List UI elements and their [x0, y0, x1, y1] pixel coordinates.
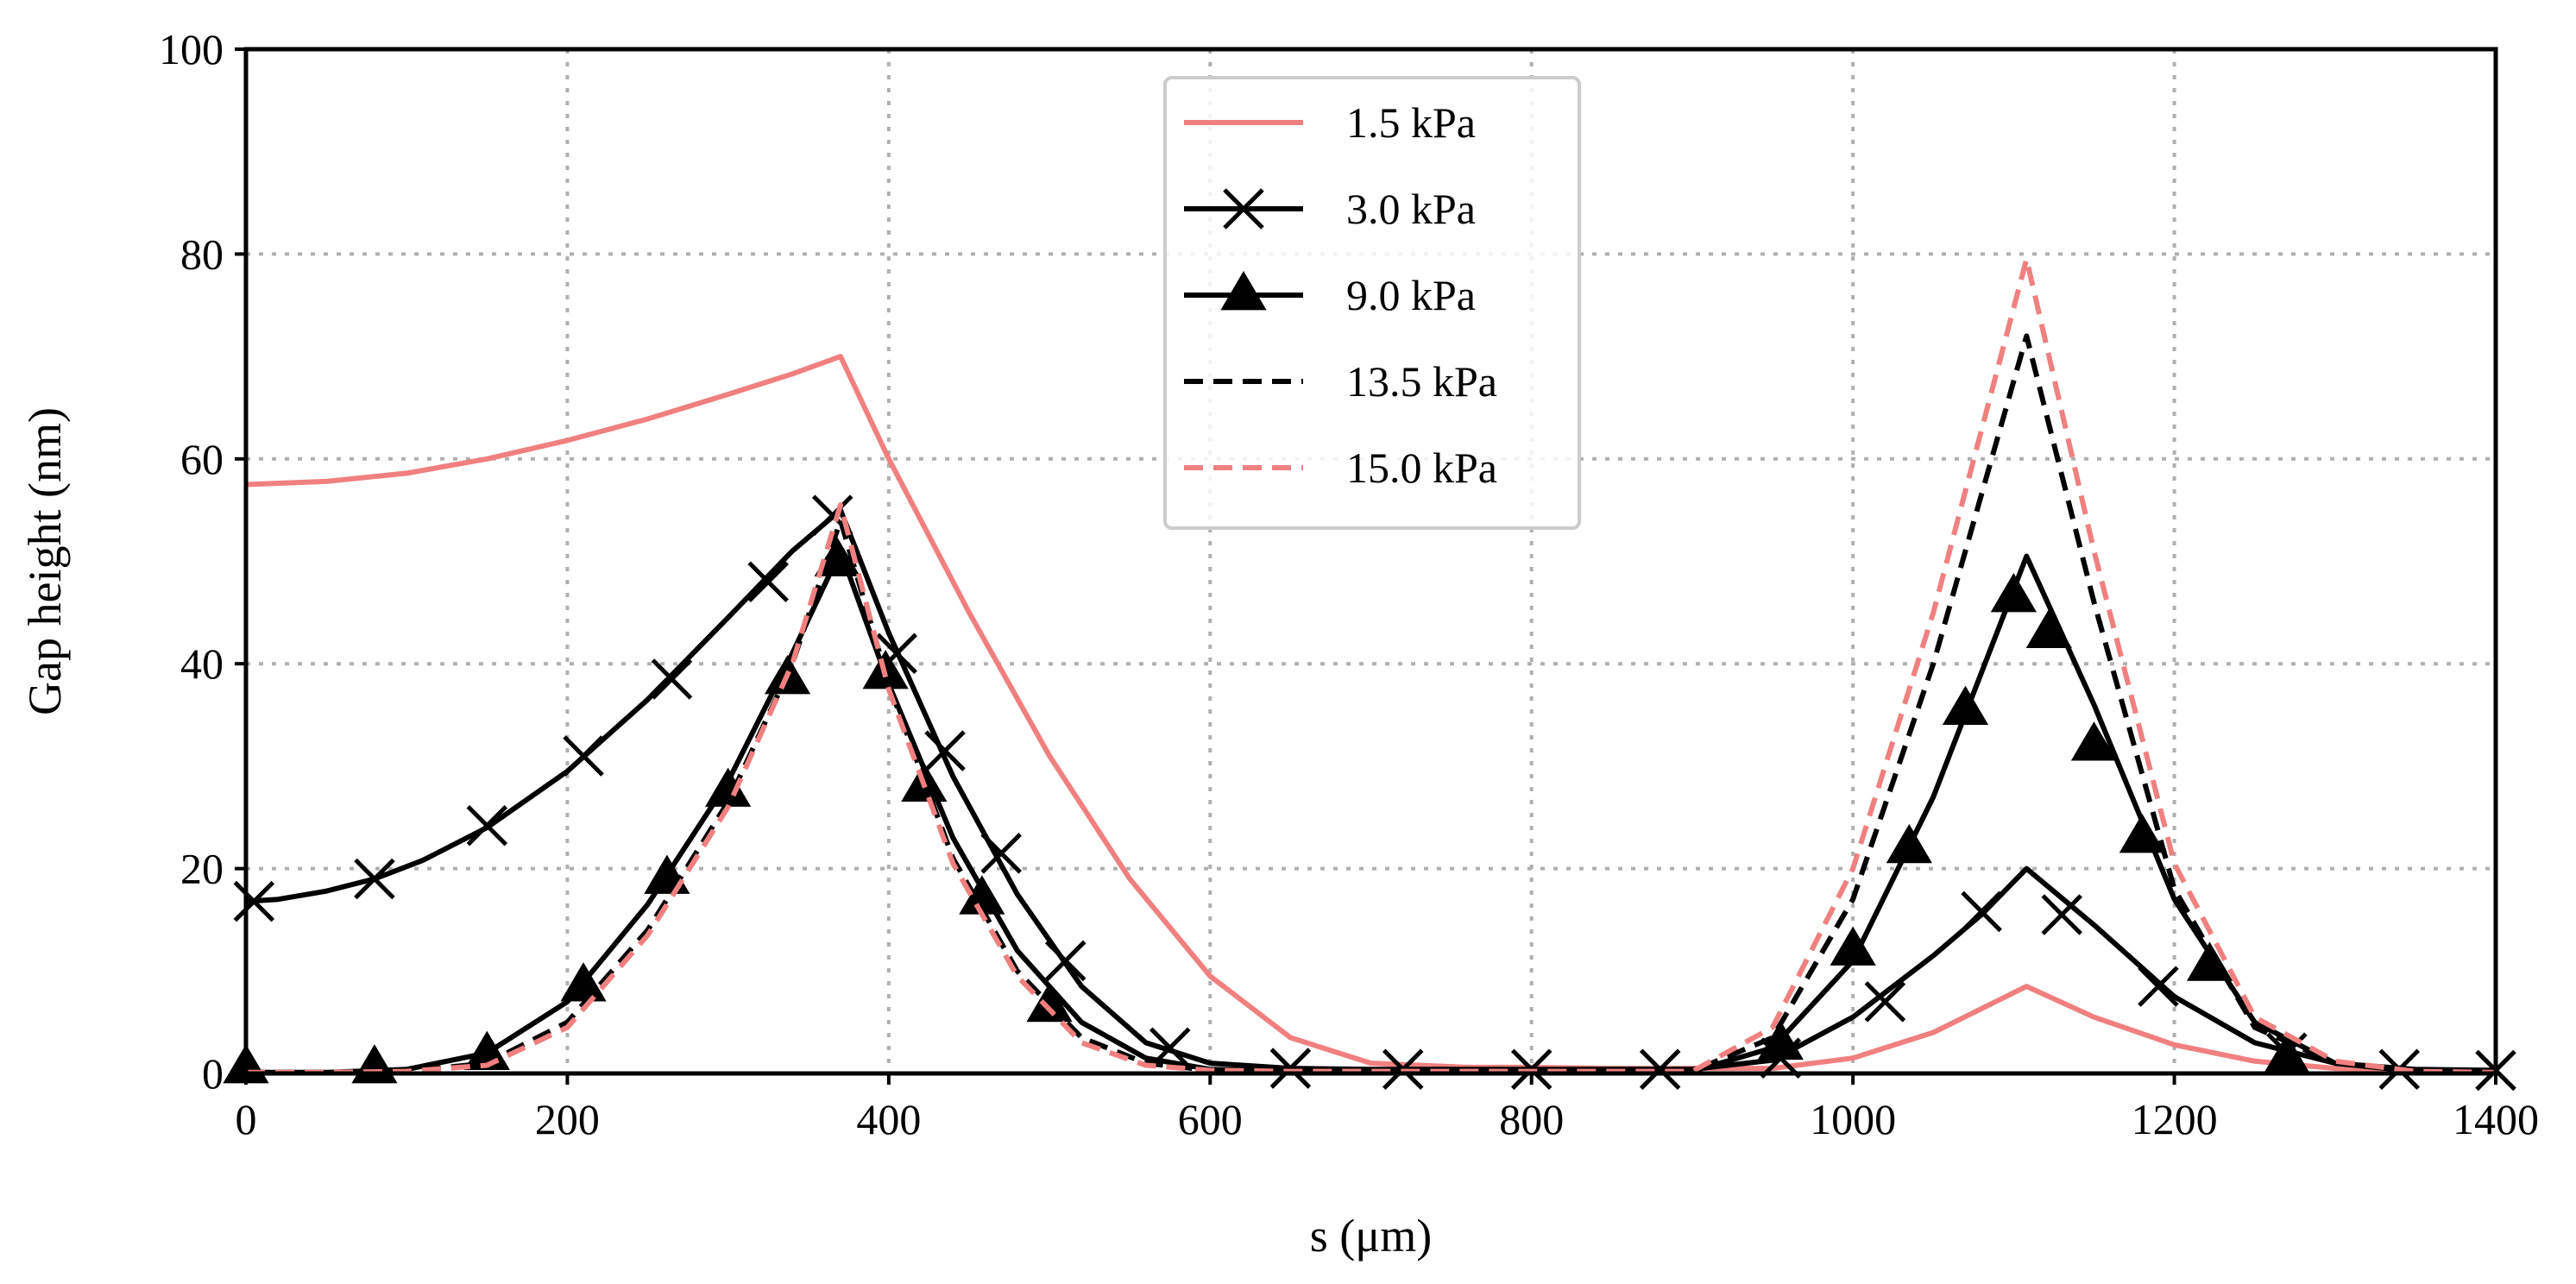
- y-axis-label: Gap height (nm): [19, 407, 71, 715]
- x-marker-stroke: [2138, 966, 2179, 1007]
- legend-box: [1163, 76, 1581, 530]
- x-marker: [651, 658, 693, 700]
- legend-marker: [1220, 271, 1267, 311]
- legend-entry: 9.0 kPa: [1184, 271, 1476, 319]
- x-marker: [563, 735, 604, 777]
- triangle-marker: [2025, 608, 2072, 648]
- triangle-marker: [705, 767, 752, 807]
- x-marker-stroke: [924, 730, 966, 771]
- x-marker-stroke: [811, 494, 853, 536]
- axis-labels: s (μm) Gap height (nm): [19, 407, 1432, 1262]
- legend-entry: 3.0 kPa: [1184, 185, 1476, 233]
- y-tick-label: 60: [180, 435, 224, 483]
- series-layer: [223, 256, 2516, 1092]
- x-marker-stroke: [1269, 1048, 1312, 1089]
- x-marker-stroke: [747, 561, 789, 603]
- x-marker-stroke: [563, 735, 604, 777]
- triangle-marker: [560, 962, 607, 1002]
- triangle-marker: [2264, 1034, 2310, 1073]
- x-marker: [354, 858, 395, 900]
- triangle-marker: [2186, 941, 2233, 981]
- series-line: [246, 256, 2497, 1075]
- triangle-marker: [959, 875, 1005, 915]
- y-tick-label: 80: [180, 230, 224, 278]
- series-line: [245, 354, 2496, 1073]
- ticks: 0 200 400 600 800 1000 1200 1400 0 20 40 60 80 100: [159, 25, 2539, 1143]
- y-tick-label: 20: [180, 845, 224, 893]
- x-marker: [1044, 940, 1086, 982]
- x-marker-stroke: [1223, 188, 1264, 230]
- series-1-5-kpa: [245, 354, 2496, 1073]
- x-marker-stroke: [233, 880, 275, 922]
- x-marker-stroke: [651, 658, 693, 700]
- x-tick-label: 800: [1499, 1095, 1564, 1143]
- x-marker: [2138, 966, 2179, 1007]
- triangle-marker: [1990, 573, 2037, 613]
- x-marker-stroke: [466, 804, 508, 847]
- x-marker-stroke: [980, 833, 1022, 874]
- legend-marker: [1223, 188, 1264, 230]
- triangle-marker: [2119, 813, 2165, 853]
- y-tick-label: 100: [159, 25, 224, 73]
- legend-label: 13.5 kPa: [1346, 357, 1497, 406]
- legend-entry: 13.5 kPa: [1184, 357, 1497, 406]
- x-marker-stroke: [1961, 891, 2002, 933]
- plot-frame: [243, 47, 2498, 1076]
- x-marker: [233, 880, 275, 922]
- series-3-0-kpa: [233, 494, 2516, 1092]
- x-marker: [466, 804, 508, 847]
- x-tick-label: 1400: [2453, 1095, 2539, 1143]
- x-marker: [1864, 981, 1906, 1023]
- x-marker: [2041, 894, 2082, 935]
- x-marker-stroke: [1044, 940, 1086, 982]
- x-tick-label: 400: [856, 1095, 921, 1143]
- legend-label: 15.0 kPa: [1346, 444, 1497, 492]
- x-marker-stroke: [354, 858, 395, 900]
- triangle-marker: [1757, 1020, 1804, 1061]
- x-marker: [1961, 891, 2002, 933]
- x-marker: [980, 833, 1022, 874]
- y-tick-label: 40: [180, 639, 224, 688]
- triangle-marker: [1886, 823, 1932, 864]
- legend-label: 9.0 kPa: [1346, 271, 1476, 319]
- x-marker-stroke: [2041, 894, 2082, 935]
- triangle-marker: [2070, 721, 2118, 761]
- x-marker: [924, 730, 966, 771]
- x-axis-label: s (μm): [1310, 1210, 1432, 1262]
- series-line: [245, 507, 2497, 1073]
- series-15-0-kpa: [246, 256, 2497, 1075]
- x-marker: [747, 561, 789, 603]
- legend-entry: 1.5 kPa: [1184, 98, 1476, 147]
- legend-label: 1.5 kPa: [1346, 98, 1476, 147]
- x-tick-label: 200: [535, 1095, 600, 1143]
- y-tick-label: 0: [202, 1049, 224, 1098]
- x-tick-label: 1200: [2132, 1095, 2218, 1143]
- x-tick-label: 0: [236, 1095, 257, 1143]
- legend-entry: 15.0 kPa: [1184, 444, 1497, 492]
- x-tick-label: 1000: [1810, 1095, 1896, 1143]
- x-marker-stroke: [1864, 981, 1906, 1023]
- x-tick-label: 600: [1178, 1095, 1243, 1143]
- legend: 1.5 kPa 3.0 kPa 9.0 kPa 13.5 kPa 15.0 kPa: [1163, 76, 1581, 530]
- legend-label: 3.0 kPa: [1346, 185, 1476, 233]
- x-marker: [1269, 1048, 1312, 1089]
- triangle-marker: [1830, 926, 1876, 966]
- triangle-marker: [1942, 685, 1989, 725]
